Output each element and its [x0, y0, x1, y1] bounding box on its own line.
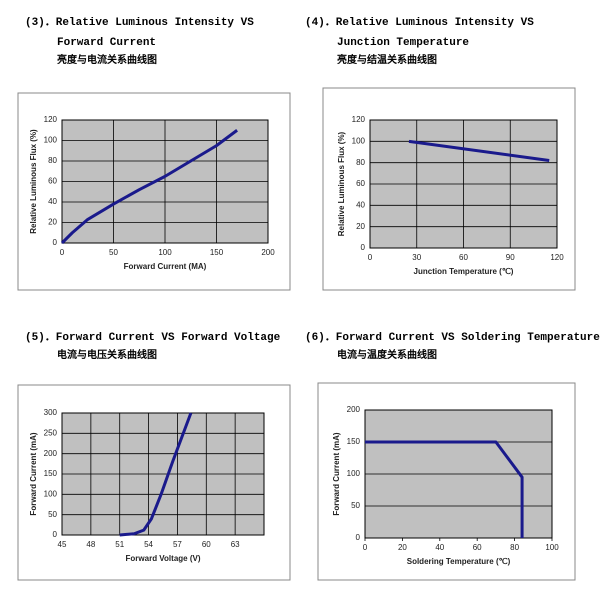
y-axis-label: Forward Current (mA) — [29, 432, 38, 515]
y-tick-label: 200 — [44, 449, 58, 458]
y-tick-label: 150 — [347, 437, 361, 446]
y-tick-label: 0 — [356, 533, 361, 542]
y-tick-label: 250 — [44, 428, 58, 437]
x-tick-label: 80 — [510, 543, 519, 552]
y-tick-label: 80 — [48, 156, 57, 165]
y-axis-label: Relative Luminous Flux (%) — [29, 129, 38, 234]
x-tick-label: 50 — [109, 248, 118, 257]
y-tick-label: 40 — [48, 197, 57, 206]
y-axis-label: Forward Current (mA) — [332, 432, 341, 515]
section-subtitle: 亮度与电流关系曲线图 — [57, 53, 157, 66]
x-tick-label: 100 — [158, 248, 172, 257]
section-title: (5)．Forward Current VS Forward Voltage — [25, 332, 281, 344]
x-axis-label: Forward Voltage (V) — [126, 554, 201, 563]
x-tick-label: 57 — [173, 540, 182, 549]
x-tick-label: 120 — [550, 253, 564, 262]
x-tick-label: 63 — [231, 540, 240, 549]
x-tick-label: 48 — [86, 540, 95, 549]
section-title: Forward Current — [57, 37, 156, 49]
y-tick-label: 40 — [356, 200, 365, 209]
section-subtitle: 电流与电压关系曲线图 — [57, 348, 157, 361]
x-tick-label: 51 — [115, 540, 124, 549]
x-tick-label: 150 — [210, 248, 224, 257]
section-title: (3)．Relative Luminous Intensity VS — [25, 17, 254, 29]
y-tick-label: 120 — [44, 115, 58, 124]
x-tick-label: 40 — [435, 543, 444, 552]
y-tick-label: 50 — [351, 501, 360, 510]
y-tick-label: 80 — [356, 158, 365, 167]
data-line — [365, 440, 524, 538]
y-tick-label: 120 — [352, 115, 366, 124]
data-line — [119, 412, 193, 537]
x-axis-label: Junction Temperature (℃) — [414, 267, 514, 276]
data-line — [408, 139, 550, 163]
y-tick-label: 60 — [356, 179, 365, 188]
y-tick-label: 150 — [44, 469, 58, 478]
x-tick-label: 54 — [144, 540, 153, 549]
y-tick-label: 200 — [347, 405, 361, 414]
y-tick-label: 0 — [361, 243, 366, 252]
section-subtitle: 电流与温度关系曲线图 — [337, 348, 437, 361]
y-tick-label: 50 — [48, 510, 57, 519]
y-tick-label: 100 — [347, 469, 361, 478]
x-tick-label: 60 — [473, 543, 482, 552]
y-tick-label: 100 — [44, 489, 58, 498]
section-title: Junction Temperature — [337, 37, 469, 49]
y-tick-label: 300 — [44, 408, 58, 417]
y-tick-label: 0 — [53, 530, 58, 539]
y-tick-label: 20 — [356, 222, 365, 231]
section-subtitle: 亮度与结温关系曲线图 — [337, 53, 437, 66]
x-axis-label: Soldering Temperature (℃) — [407, 557, 511, 566]
x-tick-label: 60 — [459, 253, 468, 262]
data-line — [60, 129, 238, 245]
x-tick-label: 45 — [58, 540, 67, 549]
section-title: (6)．Forward Current VS Soldering Tempera… — [305, 332, 600, 344]
section-title: (4)．Relative Luminous Intensity VS — [305, 17, 534, 29]
x-tick-label: 20 — [398, 543, 407, 552]
x-tick-label: 30 — [412, 253, 421, 262]
x-axis-label: Forward Current (MA) — [124, 262, 207, 271]
x-tick-label: 90 — [506, 253, 515, 262]
x-tick-label: 0 — [363, 543, 368, 552]
x-tick-label: 60 — [202, 540, 211, 549]
y-tick-label: 60 — [48, 177, 57, 186]
y-tick-label: 20 — [48, 218, 57, 227]
x-tick-label: 100 — [545, 543, 559, 552]
x-tick-label: 0 — [368, 253, 373, 262]
y-axis-label: Relative Luminous Flux (%) — [337, 131, 346, 236]
x-tick-label: 200 — [261, 248, 275, 257]
y-tick-label: 100 — [352, 136, 366, 145]
y-tick-label: 100 — [44, 136, 58, 145]
x-tick-label: 0 — [60, 248, 65, 257]
y-tick-label: 0 — [53, 238, 58, 247]
